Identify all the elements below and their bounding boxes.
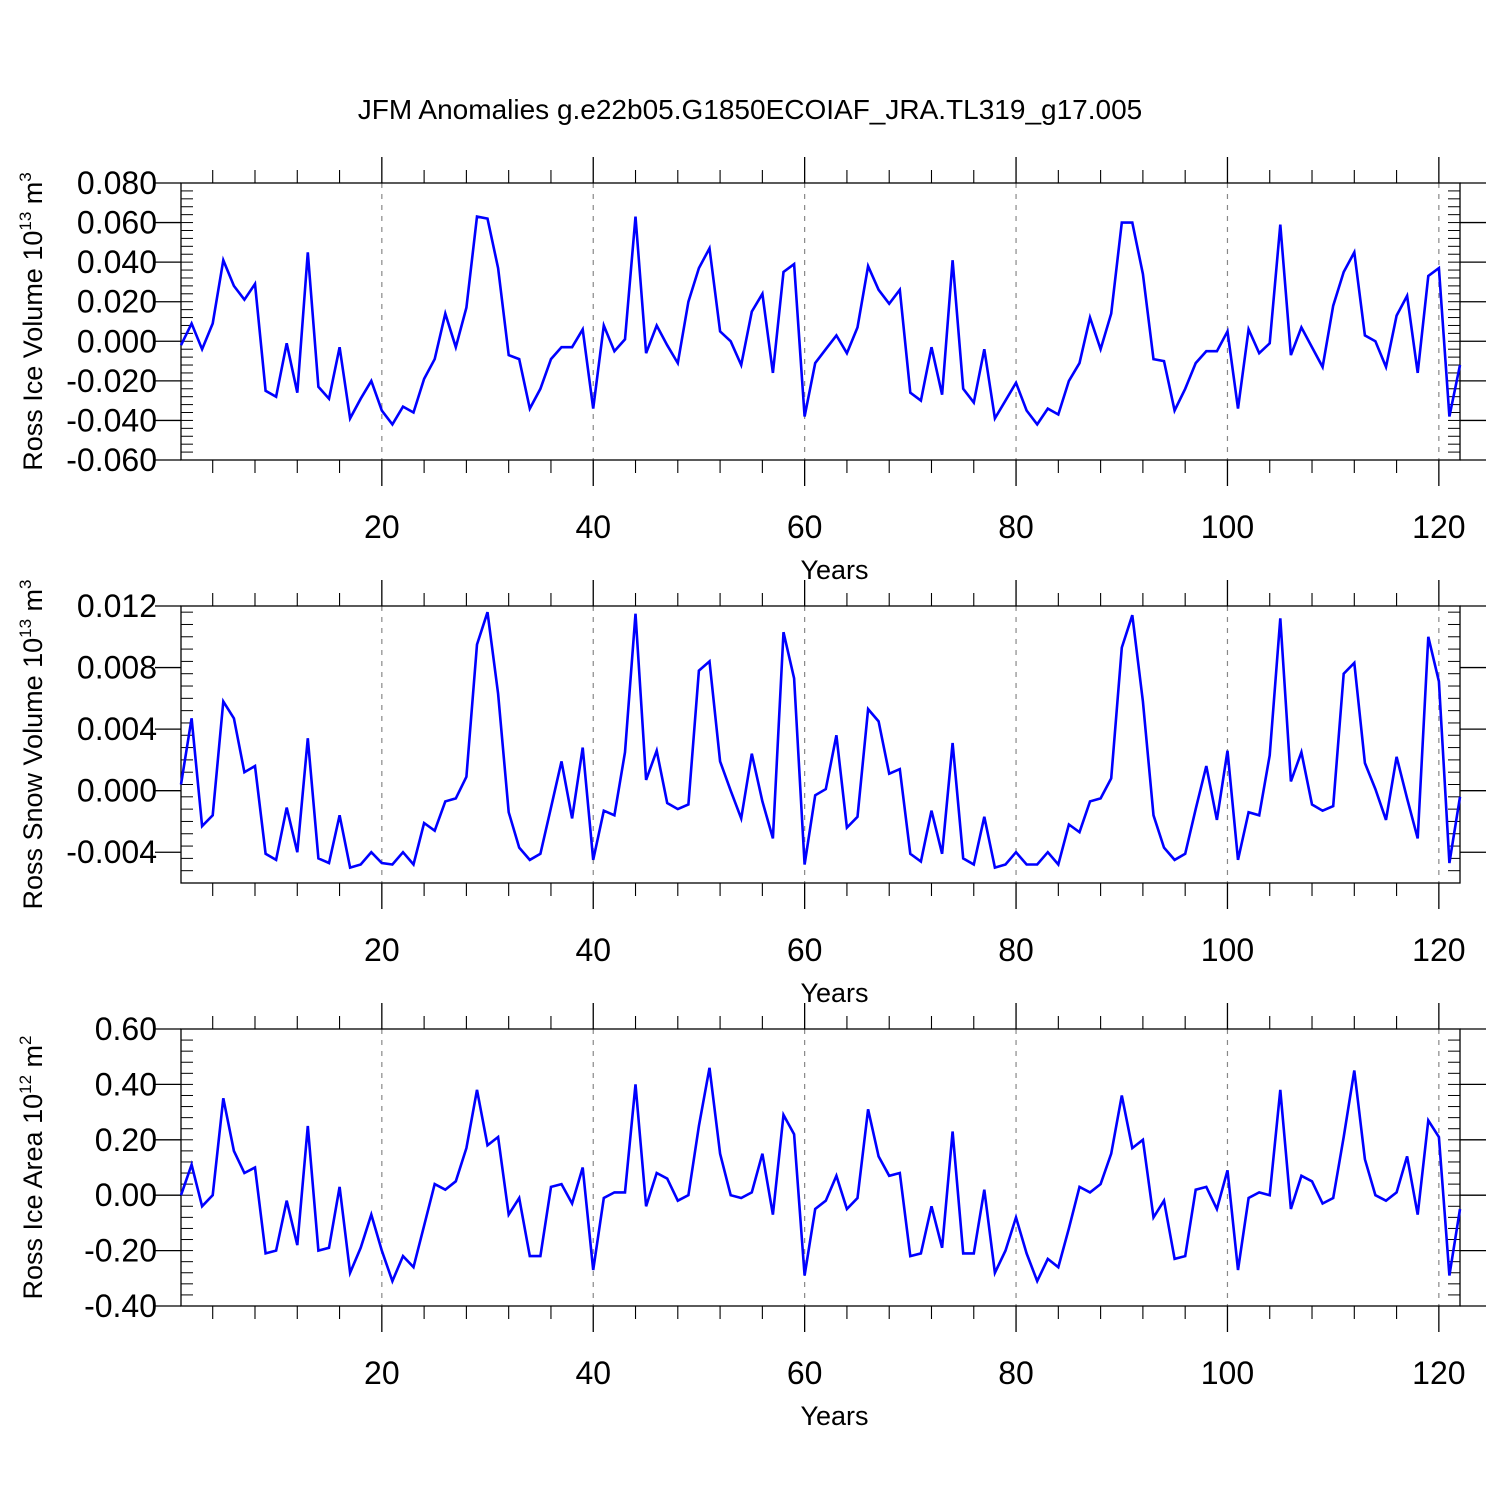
x-axis-label: Years xyxy=(800,978,868,1008)
y-tick-label: 0.020 xyxy=(77,284,157,320)
x-tick-label: 60 xyxy=(787,1355,823,1391)
y-tick-label: 0.40 xyxy=(95,1066,157,1102)
x-tick-label: 20 xyxy=(364,932,400,968)
x-tick-label: 80 xyxy=(998,1355,1034,1391)
y-tick-label: -0.40 xyxy=(84,1288,157,1324)
y-tick-label: 0.000 xyxy=(77,773,157,809)
y-tick-label: 0.00 xyxy=(95,1177,157,1213)
y-tick-label: -0.20 xyxy=(84,1233,157,1269)
y-axis-label: Ross Ice Volume 1013 m3 xyxy=(16,172,48,471)
chart-panel-3: 20 40 60 80 100 120 Years -0.40 -0.20 0.00 0.20 0.4… xyxy=(16,1003,1486,1431)
x-tick-label: 20 xyxy=(364,1355,400,1391)
x-tick-label: 80 xyxy=(998,509,1034,545)
y-tick-label: 0.040 xyxy=(77,244,157,280)
y-axis-label: Ross Ice Area 1012 m2 xyxy=(16,1035,48,1299)
x-tick-label: 120 xyxy=(1412,932,1465,968)
x-tick-label: 40 xyxy=(575,932,611,968)
y-axis-label-text: Ross Snow Volume 10 xyxy=(18,638,48,910)
y-tick-label: 0.000 xyxy=(77,323,157,359)
x-tick-label: 20 xyxy=(364,509,400,545)
chart-panel-2: 20 40 60 80 100 120 Years -0.004 0.000 0.004 0.008… xyxy=(16,579,1486,1008)
x-tick-label: 100 xyxy=(1201,1355,1254,1391)
x-tick-label: 100 xyxy=(1201,509,1254,545)
y-tick-label: -0.060 xyxy=(66,442,157,478)
y-axis-label-unit-exponent: 3 xyxy=(16,579,35,588)
x-tick-label: 60 xyxy=(787,932,823,968)
y-tick-label: -0.020 xyxy=(66,363,157,399)
y-tick-label: 0.004 xyxy=(77,711,157,747)
series-line xyxy=(179,1067,1462,1285)
x-axis-label: Years xyxy=(800,555,868,585)
y-tick-label: -0.040 xyxy=(66,402,157,438)
y-axis-label-exponent: 13 xyxy=(16,619,35,638)
y-axis-label-unit-exponent: 2 xyxy=(16,1035,35,1044)
chart-panels: 20 40 60 80 100 120 Years -0.060 -0.040-0.020 0.0… xyxy=(16,157,1486,1431)
x-tick-label: 40 xyxy=(575,1355,611,1391)
x-tick-label: 80 xyxy=(998,932,1034,968)
y-axis-label-unit: m xyxy=(18,1045,48,1075)
y-tick-label: 0.20 xyxy=(95,1122,157,1158)
y-axis-label: Ross Snow Volume 1013 m3 xyxy=(16,579,48,909)
series-line xyxy=(179,215,1462,427)
y-tick-label: -0.004 xyxy=(66,834,157,870)
x-tick-label: 100 xyxy=(1201,932,1254,968)
x-tick-label: 60 xyxy=(787,509,823,545)
y-tick-label: 0.008 xyxy=(77,650,157,686)
y-tick-label: 0.012 xyxy=(77,588,157,624)
figure-title: JFM Anomalies g.e22b05.G1850ECOIAF_JRA.T… xyxy=(358,94,1142,125)
plot-frame xyxy=(180,182,1461,461)
x-tick-label: 120 xyxy=(1412,509,1465,545)
chart-panel-1: 20 40 60 80 100 120 Years -0.060 -0.040-0.020 0.0… xyxy=(16,157,1486,585)
plot-frame xyxy=(180,1028,1461,1307)
y-tick-label: 0.60 xyxy=(95,1011,157,1047)
y-axis-label-text: Ross Ice Volume 10 xyxy=(18,231,48,471)
y-axis-label-text: Ross Ice Area 10 xyxy=(18,1094,48,1300)
y-tick-label: 0.080 xyxy=(77,165,157,201)
x-tick-label: 40 xyxy=(575,509,611,545)
plot-frame xyxy=(180,605,1461,884)
y-axis-label-unit: m xyxy=(18,182,48,212)
y-axis-label-unit-exponent: 3 xyxy=(16,172,35,181)
x-axis-label: Years xyxy=(800,1401,868,1431)
x-tick-label: 120 xyxy=(1412,1355,1465,1391)
series-line xyxy=(179,611,1462,870)
y-axis-label-unit: m xyxy=(18,589,48,619)
y-axis-label-exponent: 13 xyxy=(16,212,35,231)
y-axis-label-exponent: 12 xyxy=(16,1075,35,1094)
y-tick-label: 0.060 xyxy=(77,205,157,241)
